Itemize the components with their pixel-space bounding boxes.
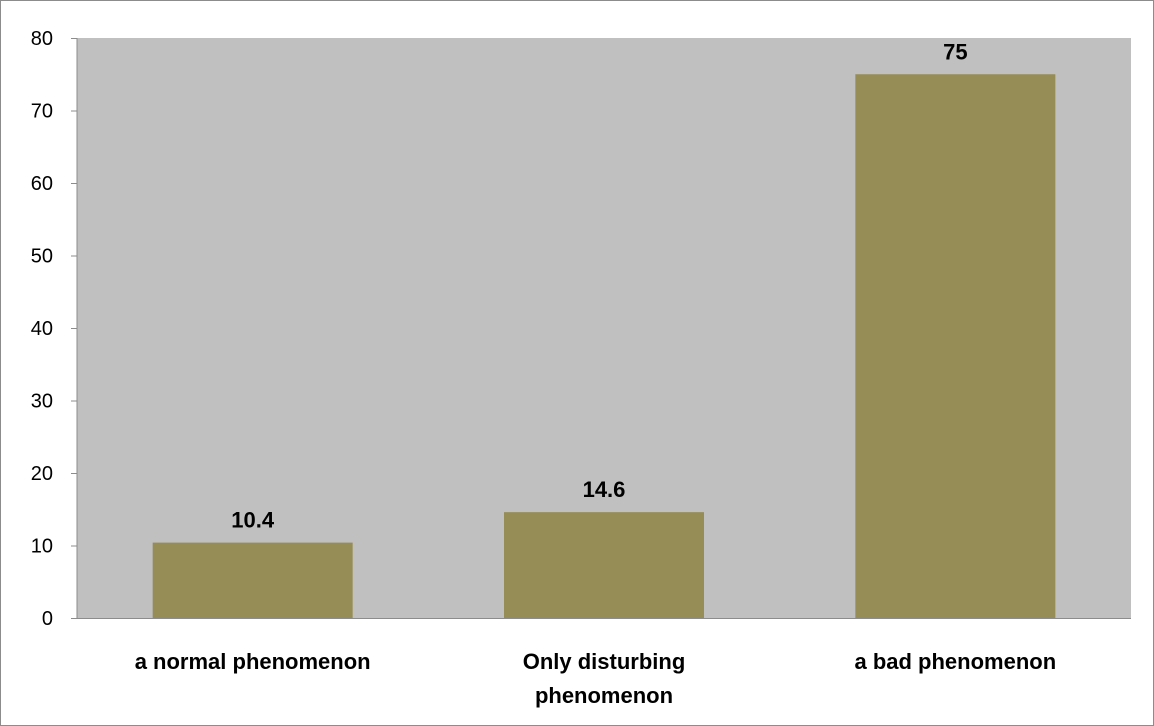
y-tick-label: 30 bbox=[31, 391, 53, 413]
y-tick-label: 50 bbox=[31, 246, 53, 268]
category-label: a bad phenomenon bbox=[854, 649, 1056, 674]
category-label-line: a normal phenomenon bbox=[135, 649, 371, 674]
category-label-line: a bad phenomenon bbox=[854, 649, 1056, 674]
y-tick-label: 80 bbox=[31, 28, 53, 50]
bar-value-label: 14.6 bbox=[583, 477, 626, 502]
y-tick-label: 10 bbox=[31, 536, 53, 558]
y-tick-label: 60 bbox=[31, 173, 53, 195]
bar bbox=[504, 512, 704, 618]
y-tick-label: 40 bbox=[31, 318, 53, 340]
category-label-line: phenomenon bbox=[535, 683, 673, 708]
y-tick-label: 0 bbox=[42, 608, 53, 630]
category-label: a normal phenomenon bbox=[135, 649, 371, 674]
bars bbox=[152, 74, 1056, 618]
bar bbox=[152, 542, 353, 618]
y-axis: 0 10 20 30 40 50 60 70 80 bbox=[31, 28, 1131, 630]
bar bbox=[855, 74, 1056, 618]
x-axis-categories: a normal phenomenon Only disturbing phenom… bbox=[135, 649, 1056, 708]
bar-value-label: 10.4 bbox=[231, 508, 275, 533]
y-tick-label: 20 bbox=[31, 463, 53, 485]
bar-value-label: 75 bbox=[943, 39, 967, 64]
category-label: Only disturbing phenomenon bbox=[523, 649, 686, 708]
data-labels: 10.4 14.6 75 bbox=[231, 39, 967, 532]
category-label-line: Only disturbing bbox=[523, 649, 686, 674]
y-tick-label: 70 bbox=[31, 101, 53, 123]
